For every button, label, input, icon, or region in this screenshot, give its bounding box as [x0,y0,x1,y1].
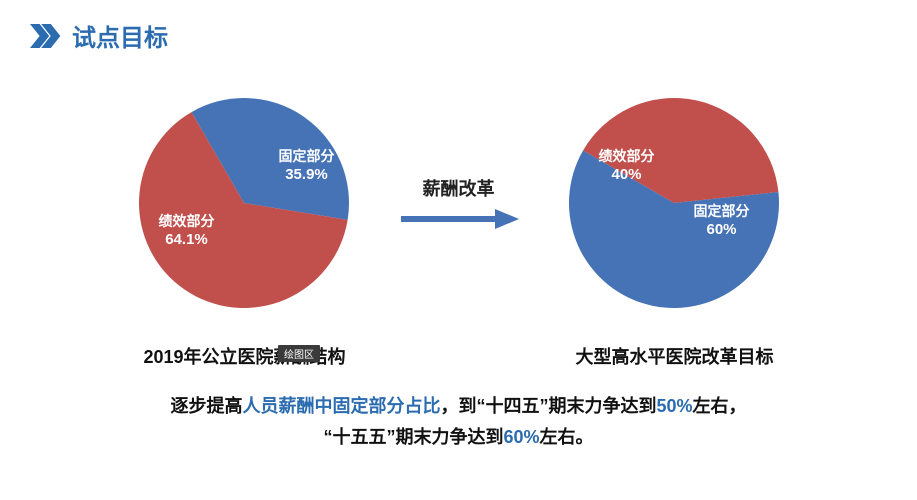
accent-text: 人员薪酬中固定部分占比 [242,396,440,416]
double-chevron-icon [30,22,62,50]
header: 试点目标 [0,0,917,53]
text: ，到“十四五”期末力争达到 [440,396,656,416]
arrow-block: 薪酬改革 [394,175,524,231]
accent-pct: 60% [503,427,539,447]
footer-line-1: 逐步提高人员薪酬中固定部分占比，到“十四五”期末力争达到50%左右， [0,391,917,422]
accent-pct: 50% [656,396,692,416]
arrow-icon [399,207,519,231]
footer-line-2: “十五五”期末力争达到60%左右。 [0,422,917,453]
pie-left [134,93,354,313]
pie-right-subtitle: 大型高水平医院改革目标 [576,343,774,369]
text: “十五五”期末力争达到 [323,427,503,447]
pie-right-block: 绩效部分 40% 固定部分 60% [544,93,804,313]
plot-area-badge: 绘图区 [278,345,320,362]
arrow-caption: 薪酬改革 [423,175,495,201]
subtitles-row: 2019年公立医院薪酬结构 大型高水平医院改革目标 [0,343,917,369]
text: 左右。 [540,427,594,447]
page-title: 试点目标 [72,18,168,53]
pie-right [564,93,784,313]
pie-left-block: 固定部分 35.9% 绩效部分 64.1% [114,93,374,313]
text: 逐步提高 [170,396,242,416]
charts-row: 固定部分 35.9% 绩效部分 64.1% 薪酬改革 绩效部分 40% 固定部分… [0,93,917,313]
footer-text: 逐步提高人员薪酬中固定部分占比，到“十四五”期末力争达到50%左右， “十五五”… [0,391,917,452]
text: 左右， [693,396,747,416]
